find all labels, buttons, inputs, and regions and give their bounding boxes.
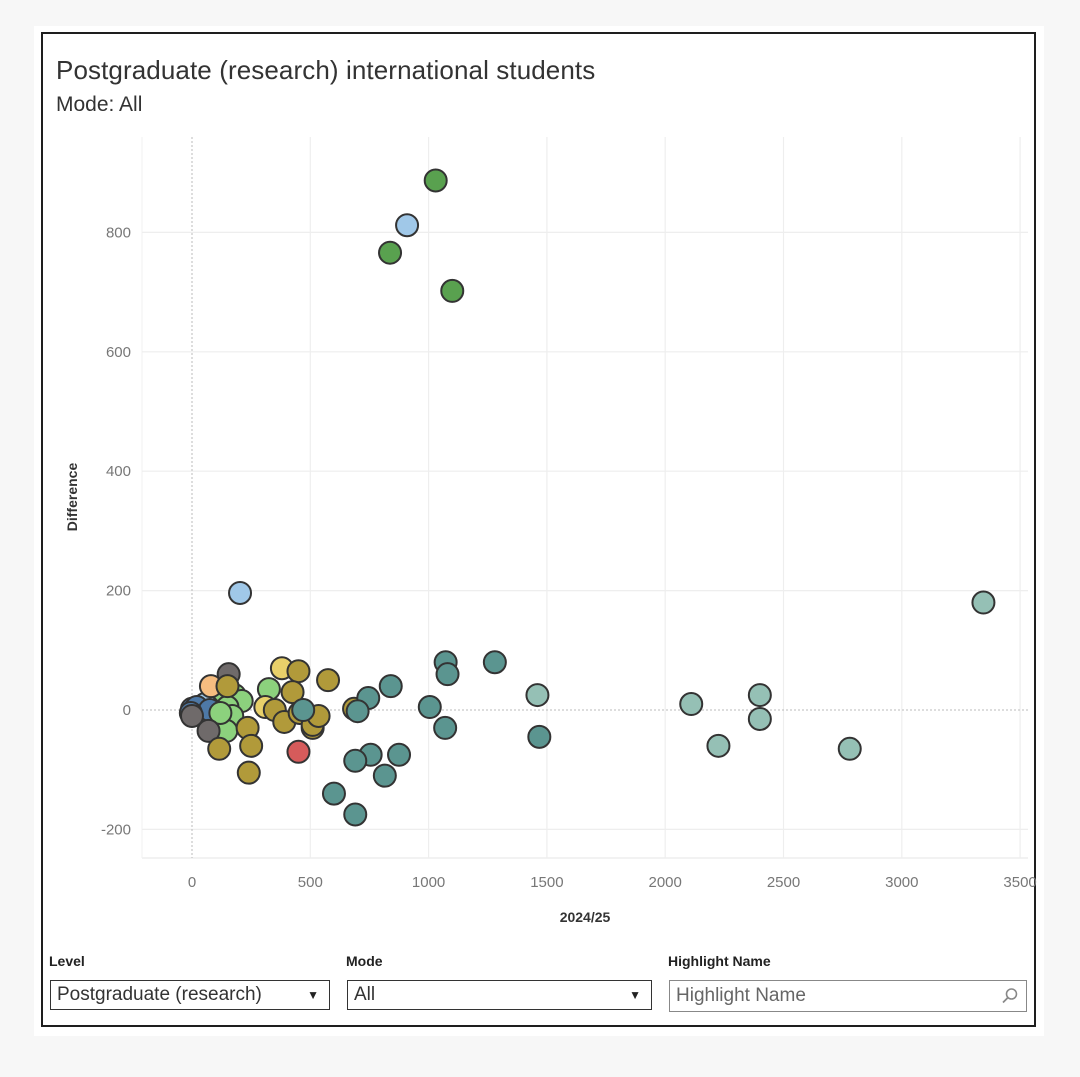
x-tick-label: 500: [298, 874, 323, 891]
x-tick-label: 1500: [530, 874, 563, 891]
y-tick-label: -200: [101, 821, 131, 838]
x-tick-label: 1000: [412, 874, 445, 891]
data-point[interactable]: [435, 662, 460, 687]
x-tick-label: 2000: [649, 874, 682, 891]
mode-dropdown[interactable]: All ▼: [347, 980, 652, 1010]
y-tick-label: 400: [106, 463, 131, 480]
data-point[interactable]: [321, 781, 346, 806]
data-point[interactable]: [387, 742, 412, 767]
data-point[interactable]: [280, 680, 305, 705]
search-icon[interactable]: [1000, 986, 1020, 1006]
gridlines: [141, 137, 1028, 859]
data-point[interactable]: [525, 683, 550, 708]
data-point[interactable]: [207, 736, 232, 761]
data-point[interactable]: [527, 724, 552, 749]
y-axis-ticks: -200 0 200 400 600 800: [101, 224, 131, 838]
data-point[interactable]: [378, 674, 403, 699]
data-point[interactable]: [423, 168, 448, 193]
data-point[interactable]: [747, 683, 772, 708]
y-tick-label: 600: [106, 344, 131, 361]
data-point[interactable]: [837, 736, 862, 761]
level-dropdown[interactable]: Postgraduate (research) ▼: [50, 980, 330, 1010]
x-axis-label: 2024/25: [560, 909, 611, 925]
x-axis-ticks: 0 500 1000 1500 2000 2500 3000 3500: [188, 874, 1037, 891]
data-point[interactable]: [291, 698, 316, 722]
x-tick-label: 2500: [767, 874, 800, 891]
data-point[interactable]: [482, 650, 507, 675]
data-point[interactable]: [180, 703, 204, 728]
data-point[interactable]: [971, 590, 996, 615]
y-axis-label: Difference: [64, 463, 80, 532]
data-point[interactable]: [679, 692, 704, 717]
data-point[interactable]: [345, 699, 370, 724]
x-tick-label: 3500: [1003, 874, 1036, 891]
data-point[interactable]: [316, 668, 341, 693]
caret-down-icon[interactable]: ▼: [307, 988, 319, 1002]
highlight-name-input[interactable]: Highlight Name: [669, 980, 1027, 1012]
data-point[interactable]: [239, 733, 264, 758]
data-point[interactable]: [196, 718, 221, 743]
data-point[interactable]: [706, 733, 731, 758]
x-tick-label: 3000: [885, 874, 918, 891]
chart-title: Postgraduate (research) international st…: [56, 55, 596, 85]
data-point[interactable]: [433, 715, 458, 740]
highlight-name-placeholder: Highlight Name: [676, 985, 806, 1006]
data-points[interactable]: [178, 168, 996, 827]
data-point[interactable]: [236, 760, 261, 785]
y-tick-label: 800: [106, 224, 131, 241]
highlight-filter-label: Highlight Name: [668, 953, 771, 969]
y-tick-label: 200: [106, 583, 131, 600]
data-point[interactable]: [343, 748, 368, 773]
level-filter-label: Level: [49, 953, 85, 969]
caret-down-icon[interactable]: ▼: [629, 988, 641, 1002]
chart-subtitle: Mode: All: [56, 93, 143, 116]
x-tick-label: 0: [188, 874, 196, 891]
dashboard-frame: [41, 32, 1036, 1027]
data-point[interactable]: [215, 674, 240, 699]
data-point[interactable]: [208, 700, 233, 725]
scatter-plot[interactable]: -200 0 200 400 600 800 0 500 1000 1500 2000 2500 30…: [0, 0, 1080, 940]
data-point[interactable]: [286, 739, 311, 764]
data-point[interactable]: [440, 278, 465, 303]
data-point[interactable]: [378, 240, 403, 265]
mode-dropdown-value: All: [354, 984, 376, 1005]
data-point[interactable]: [286, 659, 311, 684]
data-point[interactable]: [343, 802, 368, 827]
data-point[interactable]: [228, 580, 253, 605]
data-point[interactable]: [417, 695, 442, 720]
mode-filter-label: Mode: [346, 953, 383, 969]
y-tick-label: 0: [123, 702, 131, 719]
level-dropdown-value: Postgraduate (research): [57, 984, 262, 1005]
data-point[interactable]: [395, 213, 420, 238]
data-point[interactable]: [747, 706, 772, 731]
zero-lines: [142, 137, 1028, 858]
data-point[interactable]: [372, 763, 397, 788]
